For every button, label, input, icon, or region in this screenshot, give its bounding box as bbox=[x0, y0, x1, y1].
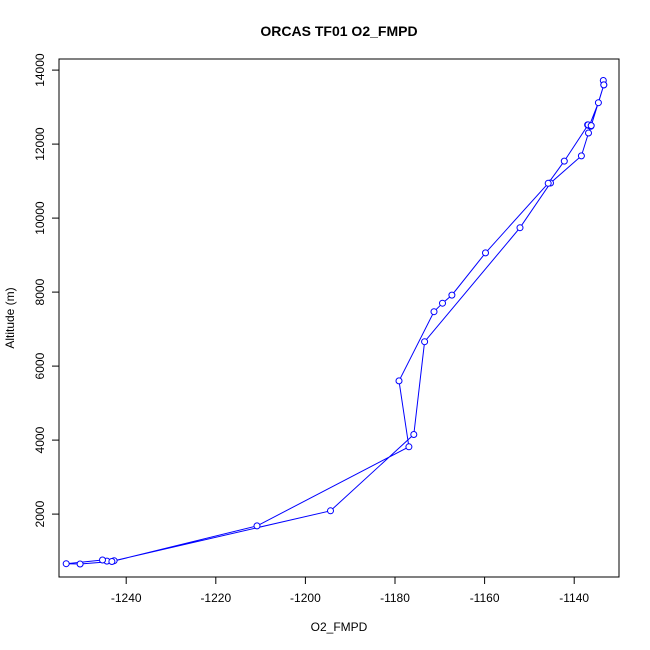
data-point bbox=[421, 338, 429, 346]
x-axis: -1240 -1220 -1200 -1180 -1160 -1140 bbox=[111, 576, 589, 605]
y-tick-label: 6000 bbox=[33, 352, 47, 379]
data-point bbox=[439, 299, 446, 307]
data-point bbox=[430, 308, 438, 316]
data-point bbox=[395, 377, 403, 385]
y-tick-label: 12000 bbox=[33, 127, 47, 161]
series-line bbox=[66, 80, 605, 565]
x-tick-label: -1240 bbox=[111, 591, 142, 605]
data-markers bbox=[62, 77, 608, 568]
data-point bbox=[62, 560, 70, 568]
plot-frame bbox=[58, 58, 620, 578]
data-point bbox=[253, 522, 261, 530]
data-point bbox=[448, 291, 456, 299]
data-point bbox=[482, 249, 489, 257]
data-point bbox=[410, 431, 418, 438]
data-point bbox=[327, 507, 334, 515]
x-tick-label: -1160 bbox=[470, 591, 500, 605]
data-point bbox=[560, 157, 568, 165]
y-tick-label: 14000 bbox=[33, 53, 47, 87]
data-point bbox=[594, 99, 602, 107]
data-point bbox=[600, 81, 608, 89]
data-point bbox=[577, 152, 585, 160]
y-axis: 2000 4000 6000 8000 10000 12000 14000 bbox=[33, 53, 59, 527]
data-point bbox=[544, 179, 552, 187]
data-point bbox=[108, 558, 116, 565]
data-point bbox=[516, 224, 524, 232]
chart-title: ORCAS TF01 O2_FMPD bbox=[260, 23, 417, 39]
x-axis-label: O2_FMPD bbox=[311, 620, 368, 634]
y-tick-label: 8000 bbox=[33, 278, 47, 305]
data-point bbox=[585, 129, 592, 137]
data-point bbox=[405, 443, 413, 451]
y-tick-label: 4000 bbox=[33, 426, 47, 453]
x-tick-label: -1140 bbox=[559, 591, 589, 605]
data-point bbox=[587, 122, 595, 130]
y-axis-label: Altitude (m) bbox=[3, 287, 17, 348]
x-tick-label: -1220 bbox=[200, 591, 231, 605]
x-tick-label: -1200 bbox=[290, 591, 321, 605]
data-point bbox=[99, 556, 106, 564]
data-point bbox=[76, 560, 84, 568]
y-tick-label: 10000 bbox=[33, 201, 47, 235]
x-tick-label: -1180 bbox=[380, 591, 410, 605]
y-tick-label: 2000 bbox=[33, 500, 47, 527]
